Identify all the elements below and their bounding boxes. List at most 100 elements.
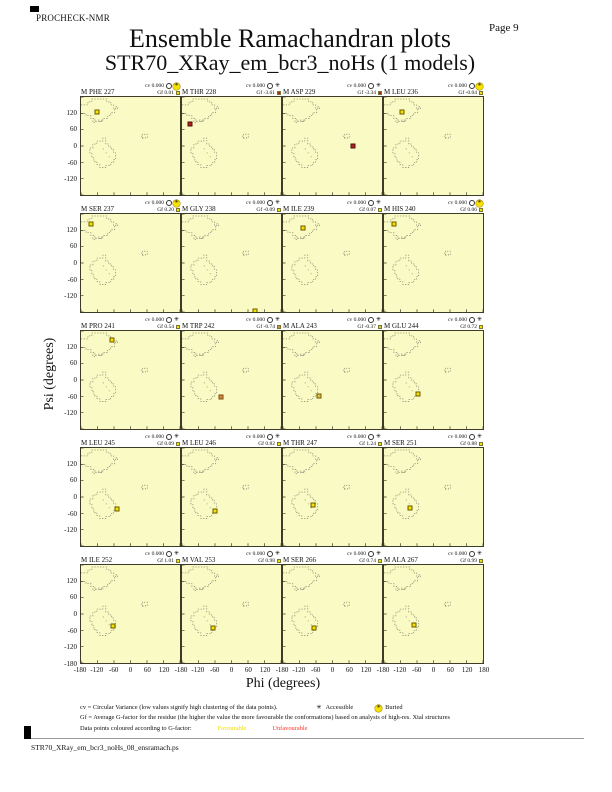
accessibility-icon: ✳ (476, 434, 483, 441)
residue-label: M HIS 240 (384, 205, 416, 213)
y-tick-label: 120 (66, 342, 78, 351)
gf-value: Gf 0.06 (460, 206, 477, 213)
y-tick-label: -120 (64, 292, 77, 301)
ramachandran-plot (80, 447, 181, 547)
gf-value: Gf 1.24 (359, 440, 376, 447)
ramachandran-cell: M LEU 236 cv 0.000 ✳ Gf -0.04 (383, 82, 484, 196)
model-circle-icon (468, 434, 475, 441)
ramachandran-plot (282, 447, 383, 547)
gf-value: Gf 0.74 (359, 557, 376, 564)
page-title: Ensemble Ramachandran plots (128, 24, 452, 53)
region-contours-icon (384, 565, 483, 663)
x-tick-label: -180 (73, 666, 87, 674)
gfactor-square-icon (478, 207, 483, 213)
ramachandran-plot (282, 213, 383, 313)
gf-value: Gf 0.09 (157, 440, 174, 447)
region-contours-icon (182, 97, 281, 195)
ramachandran-cell: M SER 251 cv 0.000 ✳ Gf 0.88 (383, 434, 484, 547)
ramachandran-plot (282, 96, 383, 196)
plot-wrap (282, 447, 383, 547)
gf-value: Gf -0.09 (256, 206, 275, 213)
ramachandran-cell: M ILE 239 cv 0.000 ✳ Gf 0.07 (282, 200, 383, 313)
gfactor-square-icon (478, 324, 483, 330)
gfactor-square-icon (175, 558, 180, 564)
data-point (88, 221, 94, 227)
residue-label: M SER 251 (384, 439, 418, 447)
cell-header: M ILE 252 cv 0.000 ✳ Gf 1.01 (80, 551, 181, 564)
ramachandran-cell: M ILE 252 cv 0.000 ✳ Gf 1.01 120 (64, 551, 181, 674)
ramachandran-cell: M PRO 241 cv 0.000 ✳ Gf 0.54 120 (64, 317, 181, 430)
region-contours-icon (81, 448, 180, 546)
x-tick-label: 60 (446, 666, 454, 674)
x-tick-label: 60 (143, 666, 151, 674)
plot-wrap: 120 60 0 -60 -120 (64, 96, 181, 196)
ramachandran-plot (80, 330, 181, 430)
residue-stats: cv 0.000 ✳ Gf -3.34 (347, 83, 382, 96)
model-circle-icon (266, 317, 273, 324)
x-tick-label: 0 (128, 666, 133, 674)
cv-value: cv 0.000 (448, 83, 467, 90)
residue-label: M LEU 246 (182, 439, 216, 447)
cv-value: cv 0.000 (145, 551, 164, 558)
cv-value: cv 0.000 (347, 317, 366, 324)
ramachandran-plot (181, 96, 282, 196)
residue-stats: cv 0.000 ✳ Gf 0.20 (145, 199, 180, 213)
region-contours-icon (182, 565, 281, 663)
gfactor-square-icon (175, 207, 180, 213)
y-tick-label: -60 (67, 392, 77, 401)
data-point (399, 109, 405, 115)
plot-wrap (383, 330, 484, 430)
gf-value: Gf 0.72 (460, 323, 477, 330)
cell-header: M SER 251 cv 0.000 ✳ Gf 0.88 (383, 434, 484, 447)
ramachandran-cell: M TRP 242 cv 0.000 ✳ Gf -0.74 (181, 317, 282, 430)
x-tick-label: -60 (310, 666, 321, 674)
ramachandran-cell: M LEU 245 cv 0.000 ✳ Gf 0.09 120 (64, 434, 181, 547)
cell-header: M TRP 242 cv 0.000 ✳ Gf -0.74 (181, 317, 282, 330)
region-contours-icon (81, 214, 180, 312)
x-tick-label: -180 (275, 666, 289, 674)
model-circle-icon (468, 200, 475, 207)
gf-value: Gf 0.54 (157, 323, 174, 330)
cell-header: M ILE 239 cv 0.000 ✳ Gf 0.07 (282, 200, 383, 213)
gf-value: Gf 0.88 (460, 440, 477, 447)
model-circle-icon (468, 551, 475, 558)
ramachandran-cell: M LEU 246 cv 0.000 ✳ Gf 0.82 (181, 434, 282, 547)
x-tick-label: 120 (461, 666, 473, 674)
gf-value: Gf 0.82 (258, 440, 275, 447)
residue-label: M ILE 239 (283, 205, 315, 213)
x-tick-label: 60 (345, 666, 353, 674)
y-tick-label: 0 (73, 610, 78, 618)
residue-stats: cv 0.000 ✳ Gf 0.09 (145, 434, 180, 447)
data-point (212, 508, 218, 514)
cv-value: cv 0.000 (347, 83, 366, 90)
footer-filename: STR70_XRay_em_bcr3_noHs_08_ensramach.ps (31, 743, 179, 752)
accessibility-icon: ✳ (173, 434, 180, 441)
region-contours-icon (283, 331, 382, 429)
residue-label: M ALA 243 (283, 322, 317, 330)
residue-label: M ALA 267 (384, 556, 418, 564)
ramachandran-cell: M PHE 227 cv 0.000 ✳ Gf 0.01 120 (64, 82, 181, 196)
accessibility-icon: ✳ (375, 83, 382, 90)
accessibility-icon: ✳ (274, 83, 281, 90)
gfactor-square-icon (377, 207, 382, 213)
accessibility-icon: ✳ (274, 434, 281, 441)
model-circle-icon (367, 551, 374, 558)
model-circle-icon (266, 434, 273, 441)
gfactor-square-icon (478, 441, 483, 447)
plot-wrap (383, 96, 484, 196)
x-tick-label: 180 (478, 666, 490, 674)
ramachandran-cell: M SER 266 cv 0.000 ✳ Gf 0.74 -18 (276, 551, 383, 674)
data-point (407, 505, 413, 511)
region-contours-icon (182, 214, 281, 312)
y-tick-label: 120 (66, 225, 78, 234)
y-tick-label: 0 (73, 376, 78, 384)
residue-stats: cv 0.000 ✳ Gf -0.74 (246, 317, 281, 330)
plot-wrap (383, 447, 484, 547)
cv-value: cv 0.000 (448, 200, 467, 207)
y-tick-label: 60 (70, 125, 77, 134)
residue-label: M THR 247 (283, 439, 318, 447)
ramachandran-cell: M SER 237 cv 0.000 ✳ Gf 0.20 120 (64, 199, 181, 313)
cv-value: cv 0.000 (246, 317, 265, 324)
cell-header: M SER 266 cv 0.000 ✳ Gf 0.74 (282, 551, 383, 564)
cv-value: cv 0.000 (448, 434, 467, 441)
